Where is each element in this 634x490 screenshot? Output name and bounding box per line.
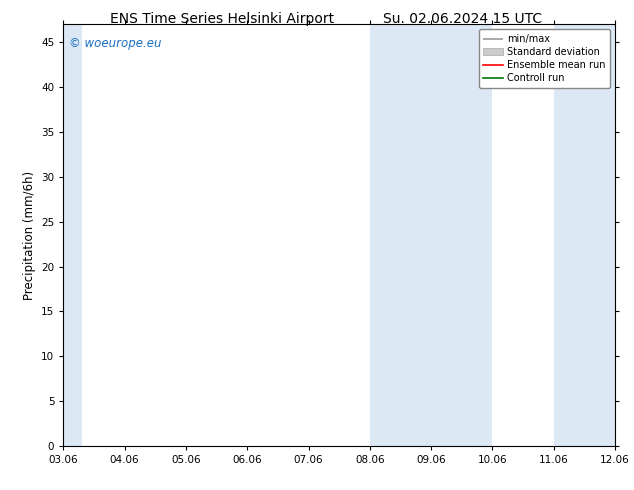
Bar (370, 24, 493, 446)
Y-axis label: Precipitation (mm/6h): Precipitation (mm/6h) (23, 171, 36, 300)
Bar (553, 24, 615, 446)
Text: ENS Time Series Helsinki Airport: ENS Time Series Helsinki Airport (110, 12, 334, 26)
Text: © woeurope.eu: © woeurope.eu (69, 37, 162, 50)
Bar (63, 24, 82, 446)
Legend: min/max, Standard deviation, Ensemble mean run, Controll run: min/max, Standard deviation, Ensemble me… (479, 29, 610, 88)
Text: Su. 02.06.2024 15 UTC: Su. 02.06.2024 15 UTC (384, 12, 542, 26)
